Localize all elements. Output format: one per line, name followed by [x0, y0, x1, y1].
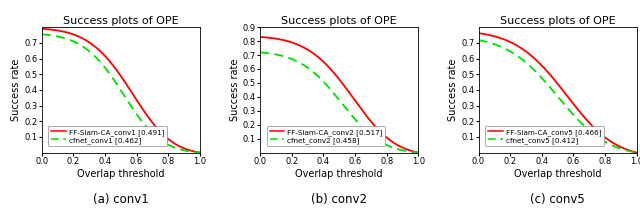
Legend: FF-Siam-CA_conv2 [0.517], cfnet_conv2 [0.458]: FF-Siam-CA_conv2 [0.517], cfnet_conv2 [0…: [267, 126, 385, 147]
Y-axis label: Success rate: Success rate: [12, 59, 21, 121]
Y-axis label: Success rate: Success rate: [230, 59, 240, 121]
Text: (c) conv5: (c) conv5: [531, 193, 585, 206]
Text: (a) conv1: (a) conv1: [93, 193, 148, 206]
X-axis label: Overlap threshold: Overlap threshold: [514, 168, 602, 178]
Y-axis label: Success rate: Success rate: [448, 59, 458, 121]
X-axis label: Overlap threshold: Overlap threshold: [296, 168, 383, 178]
Legend: FF-Siam-CA_conv5 [0.466], cfnet_conv5 [0.412]: FF-Siam-CA_conv5 [0.466], cfnet_conv5 [0…: [485, 126, 604, 147]
Legend: FF-Siam-CA_conv1 [0.491], cfnet_conv1 [0.462]: FF-Siam-CA_conv1 [0.491], cfnet_conv1 [0…: [49, 126, 167, 147]
Text: (b) conv2: (b) conv2: [311, 193, 367, 206]
Title: Success plots of OPE: Success plots of OPE: [500, 16, 616, 26]
Title: Success plots of OPE: Success plots of OPE: [63, 16, 179, 26]
X-axis label: Overlap threshold: Overlap threshold: [77, 168, 164, 178]
Title: Success plots of OPE: Success plots of OPE: [282, 16, 397, 26]
